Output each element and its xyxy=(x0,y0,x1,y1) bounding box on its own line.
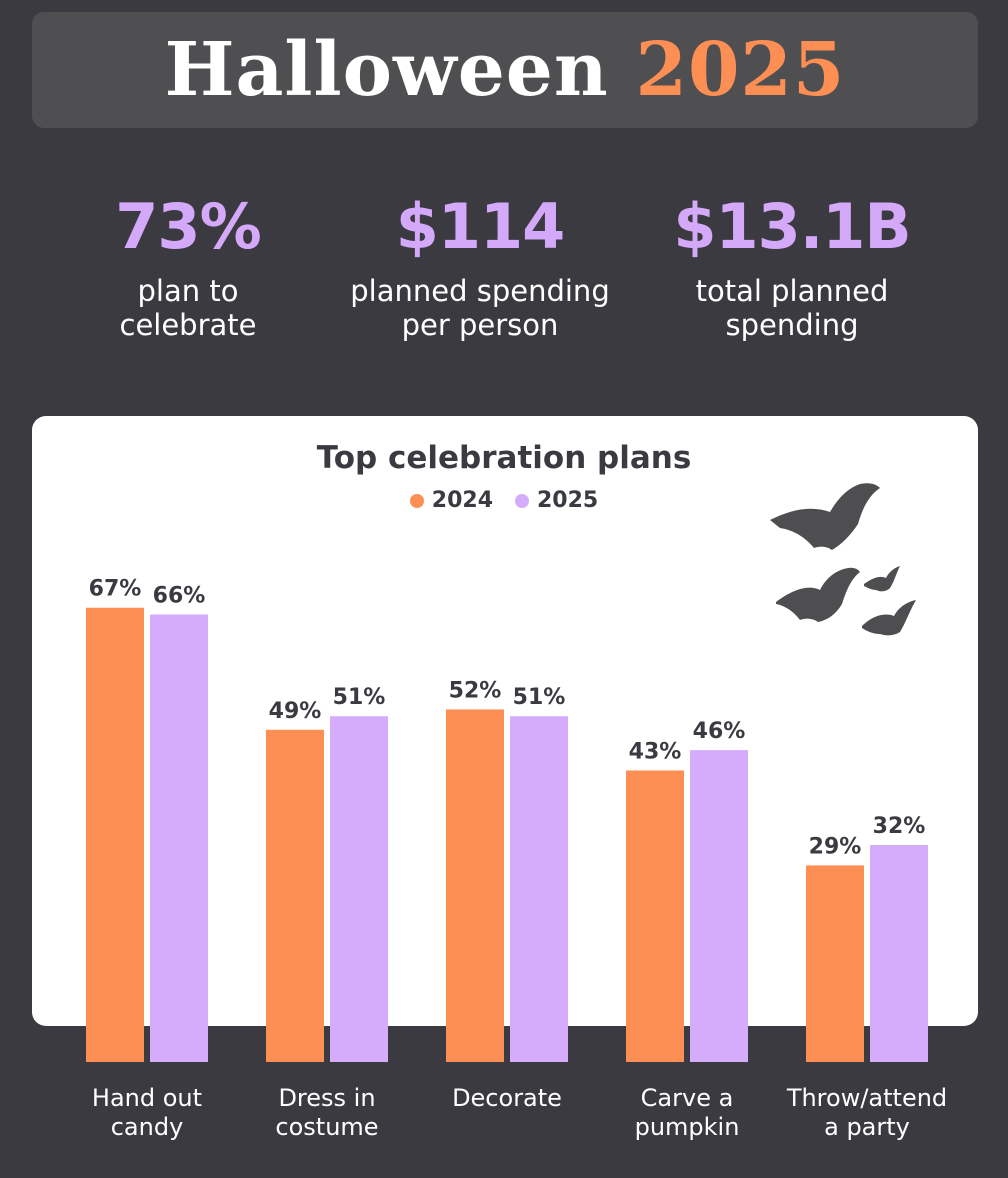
chart-title: Top celebration plans xyxy=(316,440,692,476)
legend-swatch xyxy=(515,493,529,508)
stat-label: total planned spending xyxy=(695,274,889,342)
page-title: Halloween 2025 xyxy=(165,27,846,113)
bar-2024-3 xyxy=(626,770,684,1062)
bar-2024-4 xyxy=(806,865,864,1062)
category-label: candy xyxy=(111,1113,184,1141)
title-word: Halloween xyxy=(164,27,609,113)
legend-label: 2024 xyxy=(431,488,493,513)
stat-value: $114 xyxy=(395,190,566,263)
category-label: Throw/attend xyxy=(786,1084,947,1112)
value-label: 43% xyxy=(629,739,682,764)
legend-label: 2025 xyxy=(537,488,599,513)
stat-total-spending: $13.1B total planned spending xyxy=(632,186,952,342)
bar-2025-4 xyxy=(870,845,928,1062)
legend-item-2024: 2024 xyxy=(409,488,493,513)
title-year: 2025 xyxy=(635,27,846,113)
category-label: costume xyxy=(275,1113,378,1141)
bats-icon xyxy=(770,483,916,636)
legend-swatch xyxy=(409,493,424,508)
stat-value: $13.1B xyxy=(673,190,911,263)
bar-2025-1 xyxy=(330,716,388,1062)
value-label: 51% xyxy=(513,685,566,710)
stat-celebrate: 73% plan to celebrate xyxy=(28,186,348,342)
bar-2025-2 xyxy=(510,716,568,1062)
legend-item-2025: 2025 xyxy=(515,488,598,513)
value-label: 66% xyxy=(153,584,206,609)
bar-2025-3 xyxy=(690,750,748,1062)
stat-label: plan to celebrate xyxy=(119,274,257,342)
category-label: Dress in xyxy=(278,1084,375,1112)
bar-2024-2 xyxy=(446,709,504,1062)
category-label: Carve a xyxy=(641,1084,734,1112)
category-label: Hand out xyxy=(92,1084,202,1112)
stat-label: planned spending per person xyxy=(350,274,610,342)
value-label: 29% xyxy=(809,834,862,859)
value-label: 52% xyxy=(449,678,502,703)
category-label: Decorate xyxy=(452,1084,562,1112)
value-label: 46% xyxy=(693,719,746,744)
value-label: 49% xyxy=(269,699,322,724)
bar-2024-1 xyxy=(266,729,324,1062)
bar-2025-0 xyxy=(150,614,208,1062)
value-label: 51% xyxy=(333,685,386,710)
stat-spending-per-person: $114 planned spending per person xyxy=(320,186,640,342)
category-label: a party xyxy=(824,1113,910,1141)
chart-legend: 2024 2025 xyxy=(0,488,1008,513)
title-banner: Halloween 2025 xyxy=(32,12,978,128)
bar-2024-0 xyxy=(86,607,144,1062)
value-label: 67% xyxy=(89,577,142,602)
stat-value: 73% xyxy=(115,190,261,263)
value-label: 32% xyxy=(873,814,926,839)
category-label: pumpkin xyxy=(635,1113,740,1141)
